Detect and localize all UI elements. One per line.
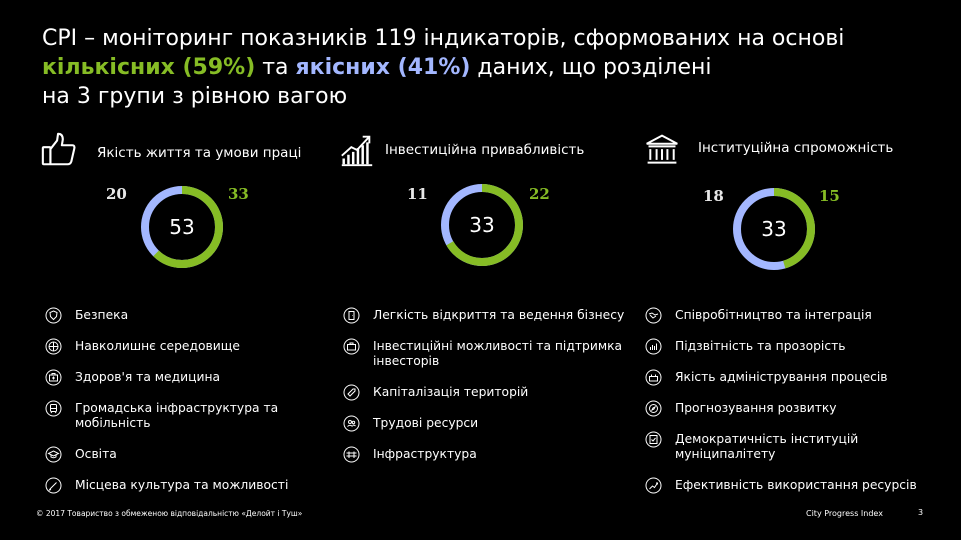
list-item: Інфраструктура xyxy=(343,446,633,463)
title-quantitative: кількісних (59%) xyxy=(42,55,256,80)
shield-icon xyxy=(45,307,62,324)
transport-icon xyxy=(45,400,62,417)
growth-chart-icon xyxy=(338,130,376,170)
item-label: Співробітництво та інтеграція xyxy=(675,308,872,322)
door-icon xyxy=(343,307,360,324)
donut-segment-quantitative xyxy=(441,184,523,266)
tag-icon xyxy=(343,384,360,401)
bridge-icon xyxy=(343,446,360,463)
indicator-list: Безпека Навколишнє середовище Здоров'я т… xyxy=(45,307,335,509)
donut-total: 33 xyxy=(761,217,787,241)
list-item: Прогнозування розвитку xyxy=(645,400,935,417)
item-label: Якість адміністрування процесів xyxy=(675,370,888,384)
qualitative-count: 11 xyxy=(407,185,428,203)
item-label: Місцева культура та можливості xyxy=(75,478,289,492)
transparency-icon xyxy=(645,338,662,355)
group-label: Інвестиційна привабливість xyxy=(385,142,585,158)
quantitative-count: 22 xyxy=(529,185,550,203)
title-line-3: на 3 групи з рівною вагою xyxy=(42,84,348,109)
donut-svg xyxy=(441,184,523,266)
item-label: Освіта xyxy=(75,447,117,461)
efficiency-icon xyxy=(645,477,662,494)
qualitative-count: 20 xyxy=(106,185,127,203)
list-item: Співробітництво та інтеграція xyxy=(645,307,935,324)
quantitative-count: 15 xyxy=(819,187,840,205)
brush-icon xyxy=(45,477,62,494)
slide-title: CPI – моніторинг показників 119 індикато… xyxy=(42,24,942,111)
medical-icon xyxy=(45,369,62,386)
item-label: Капіталізація територій xyxy=(373,385,529,399)
globe-icon xyxy=(45,338,62,355)
thumbs-up-icon xyxy=(40,130,78,170)
item-label: Здоров'я та медицина xyxy=(75,370,221,384)
donut-chart: 33 xyxy=(732,187,816,271)
list-item: Демократичність інституцій муніципалітет… xyxy=(645,431,935,462)
compass-icon xyxy=(645,400,662,417)
donut-svg xyxy=(733,188,815,270)
list-item: Навколишнє середовище xyxy=(45,338,335,355)
page-number: 3 xyxy=(918,508,924,517)
brand-name: City Progress Index xyxy=(806,509,883,518)
item-label: Безпека xyxy=(75,308,129,322)
list-item: Громадська інфраструктура та мобільність xyxy=(45,400,335,431)
list-item: Трудові ресурси xyxy=(343,415,633,432)
title-qualitative: якісних (41%) xyxy=(295,55,471,80)
group-label: Якість життя та умови праці xyxy=(97,145,302,161)
list-item: Освіта xyxy=(45,446,335,463)
institution-icon xyxy=(644,130,680,170)
briefcase-icon xyxy=(343,338,360,355)
item-label: Трудові ресурси xyxy=(373,416,479,430)
list-item: Ефективність використання ресурсів xyxy=(645,477,935,494)
process-icon xyxy=(645,369,662,386)
donut-segment-quantitative xyxy=(141,186,223,268)
list-item: Інвестиційні можливості та підтримка інв… xyxy=(343,338,633,369)
group-institutional-capacity: Інституційна спроможність 18 15 33 Співр… xyxy=(640,130,930,500)
qualitative-count: 18 xyxy=(703,187,724,205)
item-label: Прогнозування розвитку xyxy=(675,401,837,415)
donut-total: 53 xyxy=(169,215,195,239)
donut-svg xyxy=(141,186,223,268)
item-label: Ефективність використання ресурсів xyxy=(675,478,917,492)
donut-segment-quantitative xyxy=(733,188,815,270)
item-label: Інфраструктура xyxy=(373,447,477,461)
item-label: Демократичність інституцій муніципалітет… xyxy=(675,432,859,461)
title-line-2: кількісних (59%) та якісних (41%) даних,… xyxy=(42,53,942,82)
list-item: Здоров'я та медицина xyxy=(45,369,335,386)
donut-chart: 53 xyxy=(140,185,224,269)
people-icon xyxy=(343,415,360,432)
title-tail: даних, що розділені xyxy=(470,55,712,80)
copyright: © 2017 Товариство з обмеженою відповідал… xyxy=(36,509,303,518)
item-label: Навколишнє середовище xyxy=(75,339,240,353)
donut-total: 33 xyxy=(469,213,495,237)
indicator-list: Легкість відкриття та ведення бізнесу Ін… xyxy=(343,307,633,478)
group-quality-of-life: Якість життя та умови праці 20 33 53 Без… xyxy=(40,130,330,500)
indicator-list: Співробітництво та інтеграція Підзвітніс… xyxy=(645,307,935,509)
list-item: Місцева культура та можливості xyxy=(45,477,335,494)
list-item: Підзвітність та прозорість xyxy=(645,338,935,355)
item-label: Інвестиційні можливості та підтримка інв… xyxy=(373,339,623,368)
item-label: Громадська інфраструктура та мобільність xyxy=(75,401,279,430)
quantitative-count: 33 xyxy=(228,185,249,203)
handshake-icon xyxy=(645,307,662,324)
graduation-icon xyxy=(45,446,62,463)
list-item: Якість адміністрування процесів xyxy=(645,369,935,386)
list-item: Безпека xyxy=(45,307,335,324)
group-investment-attractiveness: Інвестиційна привабливість 11 22 33 Легк… xyxy=(338,130,628,500)
title-mid: та xyxy=(255,55,296,80)
list-item: Легкість відкриття та ведення бізнесу xyxy=(343,307,633,324)
item-label: Легкість відкриття та ведення бізнесу xyxy=(373,308,625,322)
title-line-1: CPI – моніторинг показників 119 індикато… xyxy=(42,26,845,51)
item-label: Підзвітність та прозорість xyxy=(675,339,846,353)
list-item: Капіталізація територій xyxy=(343,384,633,401)
group-label: Інституційна спроможність xyxy=(698,140,894,156)
donut-chart: 33 xyxy=(440,183,524,267)
checklist-icon xyxy=(645,431,662,448)
